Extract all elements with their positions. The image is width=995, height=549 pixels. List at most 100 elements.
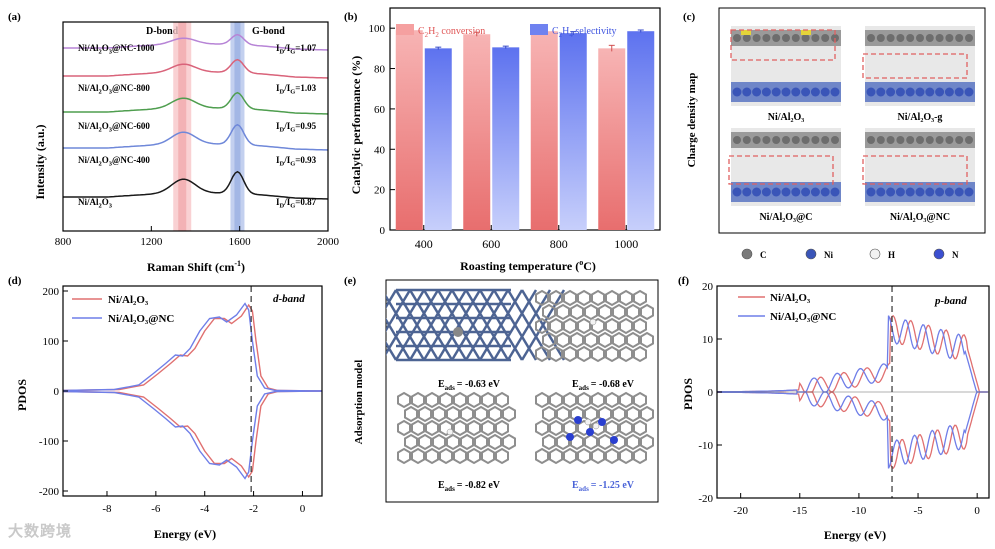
ni-atom xyxy=(886,187,896,197)
panel-d-dband-chart: (d) d-band Ni/Al₂O₃ Ni/Al₂O₃@NC -8 -6 -4 -2… xyxy=(8,275,323,541)
panel-f-label: (f) xyxy=(678,275,689,287)
hex-ring xyxy=(495,391,509,409)
hex-ring xyxy=(425,447,439,465)
ni-atom xyxy=(732,87,742,97)
pdos-d-down-1 xyxy=(62,390,323,479)
hex-ring xyxy=(549,391,563,409)
carbon-atom xyxy=(752,136,761,144)
ni-atom xyxy=(810,187,820,197)
charge-map-label: Ni/Al₂O₃-g xyxy=(898,112,943,123)
charge-density-yellow xyxy=(801,30,811,35)
hex-ring xyxy=(577,345,591,363)
b-xtick-label: 1000 xyxy=(614,237,638,251)
ni-atom xyxy=(876,187,886,197)
d-ytick-label: -100 xyxy=(39,436,60,448)
carbon-atom xyxy=(896,136,905,144)
lattice-bond xyxy=(338,290,354,360)
hex-ring xyxy=(577,289,591,307)
hex-ring xyxy=(439,391,453,409)
hex-ring xyxy=(640,331,654,349)
ni-atom xyxy=(742,87,752,97)
selectivity-bar-800 xyxy=(559,33,587,231)
ni-atom xyxy=(905,87,915,97)
energy-label-3: Eads = -0.82 eV xyxy=(438,480,501,493)
carbon-atom xyxy=(811,34,820,42)
ni-atom xyxy=(810,87,820,97)
legend-conversion-label: C2H2 conversion xyxy=(418,26,485,39)
carbon-atom xyxy=(916,34,924,42)
nitrogen-atom xyxy=(598,418,606,426)
f-xtick-label: -10 xyxy=(852,505,867,517)
pdos-p-up-2 xyxy=(717,315,988,393)
panel-b-ylabel: Catalytic performance (%) xyxy=(349,56,363,195)
carbon-atom xyxy=(925,136,934,144)
f-xtick-label: -5 xyxy=(913,505,923,517)
charge-map-cell-3: Ni/Al₂O₃@C xyxy=(728,128,841,223)
panel-c-side-label: Charge density map xyxy=(686,73,698,168)
hex-ring xyxy=(612,331,626,349)
ni-atom xyxy=(954,87,964,97)
carbon-atom xyxy=(876,136,885,144)
hex-ring xyxy=(626,433,640,451)
hex-ring xyxy=(460,405,474,423)
hex-ring xyxy=(584,331,598,349)
b-xtick-label: 800 xyxy=(550,237,568,251)
hex-ring xyxy=(619,447,633,465)
ni-atom xyxy=(771,187,781,197)
carbon-atom xyxy=(935,34,944,42)
hex-ring xyxy=(535,345,549,363)
panel-d-label: (d) xyxy=(8,275,22,287)
hydrogen-atom xyxy=(584,418,592,426)
legend-ni-al2o3-nc-label: Ni/Al₂O₃@NC xyxy=(108,313,174,325)
hex-ring xyxy=(563,289,577,307)
carbon-atom xyxy=(955,136,964,144)
model-ni-al2o3-nc xyxy=(535,391,654,465)
panel-a-ylabel: Intensity (a.u.) xyxy=(33,124,47,199)
hex-ring xyxy=(418,405,432,423)
hex-ring xyxy=(411,419,425,437)
carbon-atom xyxy=(742,34,751,42)
carbon-atom xyxy=(801,34,810,42)
f-xtick-label: -20 xyxy=(733,505,748,517)
carbon-atom xyxy=(742,136,751,144)
hex-ring xyxy=(619,419,633,437)
hex-ring xyxy=(605,447,619,465)
d-xtick-label: 0 xyxy=(300,503,306,515)
atom-legend-H-swatch xyxy=(869,248,881,260)
legend-conversion-swatch xyxy=(396,24,414,35)
hex-ring xyxy=(535,447,549,465)
hex-ring xyxy=(453,391,467,409)
d-xtick-label: -2 xyxy=(249,503,258,515)
a-xtick-label: 1200 xyxy=(140,236,163,248)
b-ytick-label: 0 xyxy=(380,225,386,237)
carbon-atom xyxy=(965,136,973,144)
raman-curve-4 xyxy=(63,123,329,151)
b-ytick-label: 60 xyxy=(374,104,386,116)
ni-atom xyxy=(791,87,801,97)
hex-ring xyxy=(591,391,605,409)
hex-ring xyxy=(453,447,467,465)
hex-ring xyxy=(467,447,481,465)
hex-ring xyxy=(633,289,647,307)
d-ytick-label: 200 xyxy=(43,286,60,298)
ni-atom xyxy=(954,187,964,197)
ni-atom xyxy=(752,87,762,97)
nitrogen-atom xyxy=(586,428,594,436)
hex-ring xyxy=(481,447,495,465)
a-xtick-label: 2000 xyxy=(317,236,340,248)
f-ytick-label: 10 xyxy=(702,334,714,346)
energy-label-4: Eads = -1.25 eV xyxy=(572,480,635,493)
panel-e-frame xyxy=(385,279,659,503)
hydrogen-atom xyxy=(589,318,597,326)
carbon-atom xyxy=(821,34,830,42)
hex-ring xyxy=(563,447,577,465)
panel-b-label: (b) xyxy=(344,11,358,23)
hex-ring xyxy=(439,419,453,437)
f-xtick-label: 0 xyxy=(974,505,980,517)
f-ytick-label: 20 xyxy=(702,281,714,293)
conversion-bar-1000 xyxy=(598,48,626,231)
hex-ring xyxy=(411,447,425,465)
f-ytick-label: 0 xyxy=(708,387,714,399)
ni-atom xyxy=(781,87,791,97)
charge-map-cell-1: Ni/Al₂O₃ xyxy=(730,26,841,123)
